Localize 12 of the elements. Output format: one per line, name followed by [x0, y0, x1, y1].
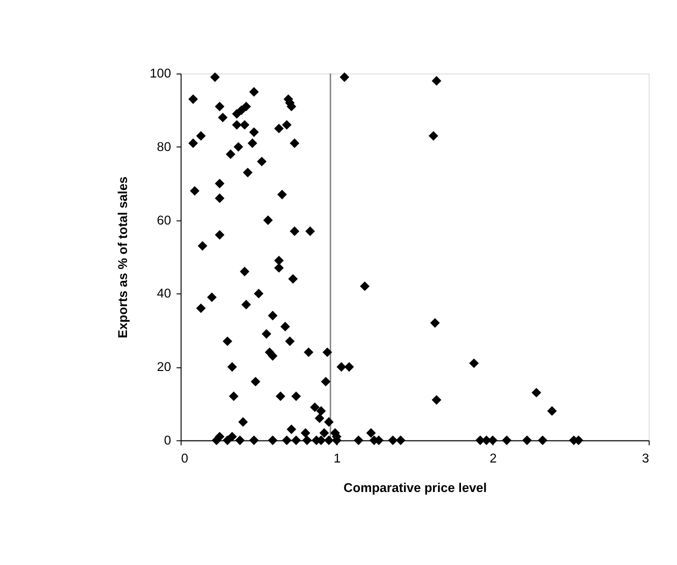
x-axis-title: Comparative price level	[343, 480, 487, 495]
y-tick-label: 40	[156, 286, 172, 301]
y-tick-label: 20	[156, 359, 172, 374]
y-tick-label: 100	[150, 66, 172, 81]
x-tick-label: 1	[334, 450, 341, 466]
x-tick-label: 2	[490, 450, 497, 466]
y-tick-label: 60	[156, 212, 172, 228]
x-tick-label: 0	[181, 450, 188, 466]
x-tick-label: 3	[642, 450, 650, 466]
y-tick-label: 0	[164, 432, 172, 448]
y-axis-title: Exports as % of total sales	[114, 176, 130, 338]
y-tick-label: 80	[156, 138, 172, 154]
